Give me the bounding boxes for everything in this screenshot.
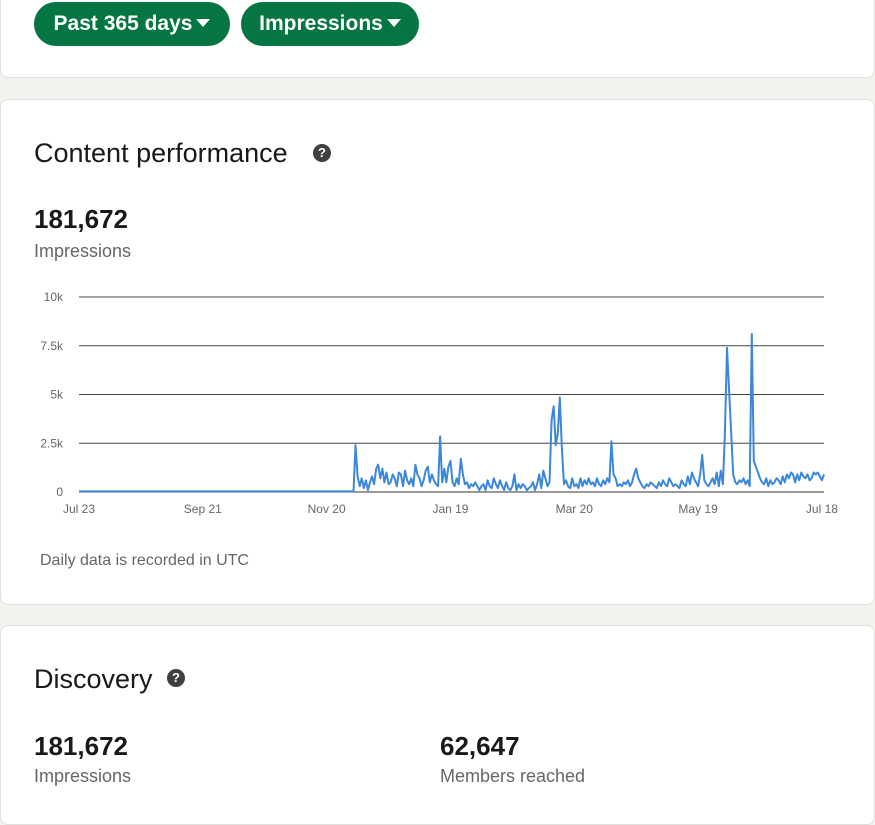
members-reached-value: 62,647 <box>440 731 520 761</box>
metric-label: Impressions <box>259 12 383 35</box>
y-tick-label: 10k <box>44 290 64 304</box>
date-range-dropdown[interactable]: Past 365 days <box>34 2 230 46</box>
chart-x-ticks: Jul 23 Sep 21 Nov 20 Jan 19 Mar 20 May 19 Jul … <box>63 502 838 516</box>
impressions-total: 181,672 <box>34 204 128 234</box>
y-tick-label: 2.5k <box>40 436 64 450</box>
caret-down-icon <box>386 19 401 27</box>
discovery-impressions-value: 181,672 <box>34 731 128 761</box>
content-performance-card: Content performance ? 181,672 Impression… <box>0 99 875 605</box>
y-tick-label: 5k <box>50 388 64 402</box>
caret-down-icon <box>196 19 211 27</box>
y-tick-label: 0 <box>56 485 63 499</box>
x-tick-label: Jul 18 <box>806 502 838 516</box>
x-tick-label: Mar 20 <box>556 502 594 516</box>
discovery-title: Discovery <box>34 664 153 694</box>
chart-gridlines <box>79 296 824 493</box>
x-tick-label: Jul 23 <box>63 502 95 516</box>
x-tick-label: May 19 <box>678 502 718 516</box>
filters-card: Past 365 days Impressions <box>0 0 875 78</box>
question-circle-icon[interactable]: ? <box>313 144 331 162</box>
chart-y-ticks: 0 2.5k 5k 7.5k 10k <box>40 290 64 499</box>
impressions-total-label: Impressions <box>34 241 132 261</box>
x-tick-label: Jan 19 <box>432 502 468 516</box>
members-reached-label: Members reached <box>440 766 586 786</box>
utc-note: Daily data is recorded in UTC <box>40 552 249 569</box>
discovery-impressions-label: Impressions <box>34 766 132 786</box>
x-tick-label: Sep 21 <box>184 502 222 516</box>
y-tick-label: 7.5k <box>40 339 64 353</box>
question-circle-icon[interactable]: ? <box>167 669 185 687</box>
impressions-line-chart: 0 2.5k 5k 7.5k 10k Jul 23 Sep 21 Nov 20 Jan 19 M… <box>40 290 838 516</box>
x-tick-label: Nov 20 <box>308 502 346 516</box>
content-performance-title: Content performance <box>34 138 288 168</box>
metric-dropdown[interactable]: Impressions <box>241 2 419 46</box>
date-range-label: Past 365 days <box>53 12 193 35</box>
impressions-series-line <box>79 333 825 493</box>
discovery-card: Discovery ? 181,672 Impressions 62,647 M… <box>0 625 875 825</box>
